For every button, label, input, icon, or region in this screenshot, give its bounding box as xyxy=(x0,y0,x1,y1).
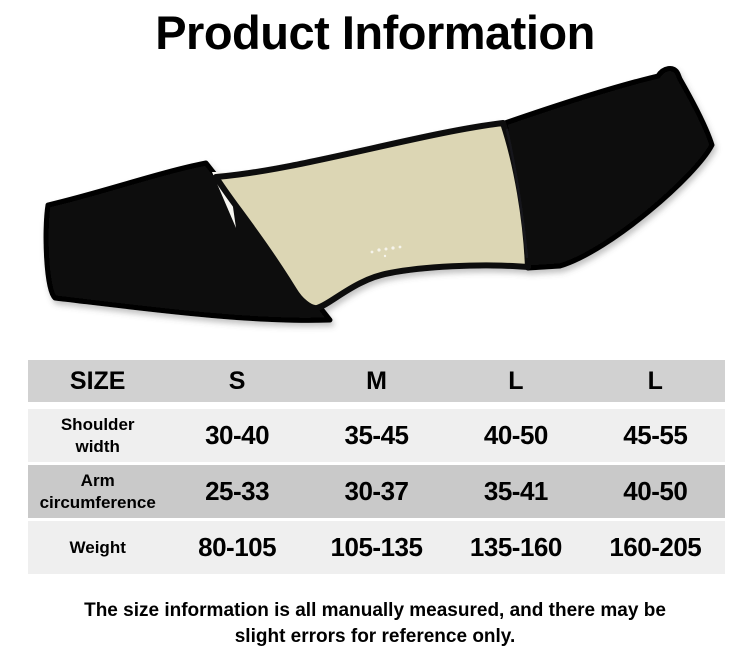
header-cell-l2: L xyxy=(647,366,663,395)
table-row-arm-circumference: Arm circumference 25-33 30-37 35-41 40-5… xyxy=(28,465,725,518)
row-label: Shoulder width xyxy=(60,415,135,456)
size-note-line-2: slight errors for reference only. xyxy=(234,626,516,647)
table-cell: 160-205 xyxy=(609,532,702,562)
table-cell: 45-55 xyxy=(623,420,688,450)
product-image xyxy=(0,60,750,358)
shoulder-brace-illustration xyxy=(43,66,715,323)
size-note: The size information is all manually mea… xyxy=(55,598,695,650)
header-cell-s: S xyxy=(228,366,246,395)
table-cell: 25-33 xyxy=(205,476,270,506)
row-label: Weight xyxy=(69,537,126,557)
table-cell: 80-105 xyxy=(198,532,277,562)
right-sleeve-shape xyxy=(502,66,715,271)
header-cell-size: SIZE xyxy=(69,366,126,395)
size-note-line-1: The size information is all manually mea… xyxy=(84,600,666,621)
table-row-shoulder-width: Shoulder width 30-40 35-45 40-50 45-55 xyxy=(28,409,725,462)
left-sleeve-shape xyxy=(43,160,333,323)
size-table: SIZE S M L L Shoulder width 30-40 35-45 … xyxy=(28,360,725,574)
row-label: Arm circumference xyxy=(39,471,156,512)
table-cell: 40-50 xyxy=(623,476,688,506)
table-cell: 105-135 xyxy=(330,532,423,562)
page-title: Product Information xyxy=(155,6,595,59)
table-cell: 135-160 xyxy=(469,532,562,562)
table-cell: 40-50 xyxy=(483,420,549,450)
table-row-weight: Weight 80-105 105-135 135-160 160-205 xyxy=(28,521,725,574)
size-table-header: SIZE S M L L xyxy=(28,360,725,402)
header-cell-l: L xyxy=(508,366,524,395)
lining-seam-line xyxy=(505,128,529,259)
table-cell: 35-41 xyxy=(483,476,549,506)
table-cell: 30-40 xyxy=(205,420,270,450)
table-cell: 35-45 xyxy=(344,420,409,450)
lining-panel-shape xyxy=(213,120,531,312)
fabric-logo-mark xyxy=(370,245,402,258)
table-cell: 30-37 xyxy=(344,476,409,506)
header-cell-m: M xyxy=(366,366,387,395)
